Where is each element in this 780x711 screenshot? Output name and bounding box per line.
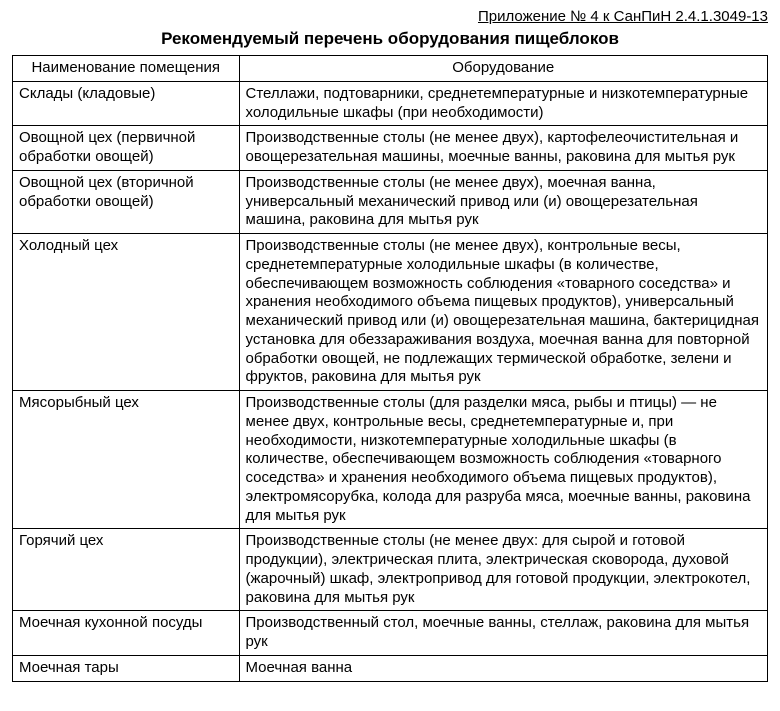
- cell-equipment: Производственные столы (не менее двух), …: [239, 126, 768, 171]
- table-row: Горячий цехПроизводственные столы (не ме…: [13, 529, 768, 611]
- table-row: Мясорыбный цехПроизводственные столы (дл…: [13, 391, 768, 529]
- cell-equipment: Производственные столы (не менее двух), …: [239, 234, 768, 391]
- column-header-equipment: Оборудование: [239, 56, 768, 82]
- table-row: Холодный цехПроизводственные столы (не м…: [13, 234, 768, 391]
- cell-equipment: Производственные столы (не менее двух: д…: [239, 529, 768, 611]
- table-row: Моечная кухонной посудыПроизводственный …: [13, 611, 768, 656]
- cell-room: Моечная тары: [13, 655, 240, 681]
- table-row: Моечная тарыМоечная ванна: [13, 655, 768, 681]
- column-header-room: Наименование помещения: [13, 56, 240, 82]
- cell-equipment: Стеллажи, подтоварники, среднетемператур…: [239, 81, 768, 126]
- cell-room: Моечная кухонной посуды: [13, 611, 240, 656]
- cell-equipment: Производственные столы (не менее двух), …: [239, 170, 768, 233]
- cell-room: Склады (кладовые): [13, 81, 240, 126]
- cell-equipment: Производственные столы (для разделки мяс…: [239, 391, 768, 529]
- cell-room: Холодный цех: [13, 234, 240, 391]
- cell-equipment: Моечная ванна: [239, 655, 768, 681]
- cell-room: Мясорыбный цех: [13, 391, 240, 529]
- cell-equipment: Производственный стол, моечные ванны, ст…: [239, 611, 768, 656]
- equipment-table: Наименование помещения Оборудование Скла…: [12, 55, 768, 682]
- document-reference: Приложение № 4 к СанПиН 2.4.1.3049-13: [12, 8, 768, 25]
- table-row: Овощной цех (вторичной обработки овощей)…: [13, 170, 768, 233]
- table-row: Склады (кладовые)Стеллажи, подтоварники,…: [13, 81, 768, 126]
- cell-room: Овощной цех (первичной обработки овощей): [13, 126, 240, 171]
- cell-room: Горячий цех: [13, 529, 240, 611]
- document-title: Рекомендуемый перечень оборудования пище…: [12, 29, 768, 49]
- table-row: Овощной цех (первичной обработки овощей)…: [13, 126, 768, 171]
- cell-room: Овощной цех (вторичной обработки овощей): [13, 170, 240, 233]
